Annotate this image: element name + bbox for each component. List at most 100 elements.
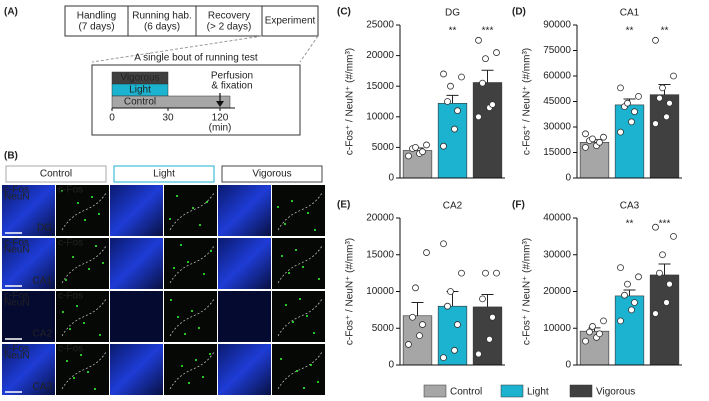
data-point bbox=[652, 120, 659, 127]
y-tick-label: 45000 bbox=[543, 96, 571, 107]
data-point bbox=[659, 251, 666, 259]
cfos-dot bbox=[173, 267, 175, 269]
channel-label: c-Fos bbox=[58, 344, 83, 355]
cfos-dot bbox=[69, 328, 71, 330]
y-tick-label: 15000 bbox=[366, 81, 394, 92]
cfos-image bbox=[164, 291, 217, 342]
data-point bbox=[582, 337, 589, 345]
cfos-dot bbox=[76, 305, 78, 307]
error-bar bbox=[481, 293, 494, 307]
data-point bbox=[451, 346, 458, 354]
significance: ** bbox=[626, 26, 634, 37]
error-bar bbox=[658, 263, 671, 275]
cfos-dot bbox=[285, 304, 287, 306]
y-tick-label: 10000 bbox=[366, 286, 394, 297]
region-label: DG bbox=[37, 223, 52, 234]
timeline-label: Experiment bbox=[265, 16, 316, 27]
data-point bbox=[412, 143, 419, 151]
cfos-dot bbox=[95, 245, 97, 247]
panel-label: (C) bbox=[337, 7, 351, 18]
cfos-dot bbox=[288, 272, 290, 274]
timeline-box bbox=[261, 5, 319, 37]
cfos-dot bbox=[191, 310, 193, 312]
zoom-line bbox=[91, 35, 263, 63]
data-point bbox=[628, 306, 635, 314]
cfos-dot bbox=[176, 195, 178, 197]
cfos-dot bbox=[291, 200, 293, 202]
cfos-image bbox=[272, 238, 325, 289]
cfos-dot bbox=[303, 387, 305, 389]
y-tick-label: 5000 bbox=[372, 323, 395, 334]
merge-image bbox=[2, 291, 55, 342]
panel-label: (A) bbox=[4, 7, 18, 18]
merge-image bbox=[218, 238, 271, 289]
channel-label: c-Fos bbox=[4, 185, 29, 196]
y-tick-label: 90000 bbox=[543, 20, 571, 31]
channel-label: c-Fos bbox=[58, 291, 83, 302]
data-point bbox=[670, 232, 677, 240]
cfos-dot bbox=[210, 250, 212, 252]
timeline-label: (7 days) bbox=[78, 22, 114, 33]
region-label: CA3 bbox=[33, 382, 53, 393]
data-point bbox=[423, 249, 430, 256]
cfos-dot bbox=[307, 212, 309, 214]
cfos-dot bbox=[188, 382, 190, 384]
data-point bbox=[447, 288, 454, 295]
y-tick-label: 10000 bbox=[543, 323, 571, 334]
cfos-image bbox=[56, 291, 109, 342]
data-point bbox=[582, 143, 589, 151]
y-tick-label: 30000 bbox=[543, 122, 571, 133]
region-label: CA1 bbox=[33, 276, 53, 287]
cfos-dot bbox=[202, 376, 204, 378]
cfos-dot bbox=[306, 315, 308, 317]
timeline-label: (6 days) bbox=[144, 22, 180, 33]
cfos-dot bbox=[94, 388, 96, 390]
data-point bbox=[444, 302, 451, 310]
group-label: Vigorous bbox=[120, 73, 159, 84]
cfos-dot bbox=[98, 213, 100, 215]
y-axis-label: c-Fos⁺ / NeuN⁺ (#/mm³) bbox=[345, 48, 356, 155]
data-point bbox=[624, 280, 631, 288]
merge-image bbox=[218, 344, 271, 395]
data-point bbox=[635, 273, 642, 281]
data-point bbox=[670, 72, 677, 80]
cfos-dot bbox=[184, 333, 186, 335]
data-point bbox=[409, 313, 416, 321]
region-outline bbox=[61, 192, 107, 231]
cfos-dot bbox=[314, 229, 316, 231]
timeline-label: Running hab. bbox=[132, 11, 192, 22]
y-tick-label: 15000 bbox=[543, 147, 571, 158]
data-point bbox=[440, 142, 447, 150]
channel-label: NeuN bbox=[4, 192, 30, 203]
cfos-dot bbox=[313, 332, 315, 334]
cfos-image bbox=[164, 344, 217, 395]
chart-title: CA1 bbox=[620, 8, 640, 19]
cfos-dot bbox=[281, 255, 283, 257]
cfos-dot bbox=[84, 219, 86, 221]
panel-label: (F) bbox=[512, 200, 525, 211]
data-point bbox=[475, 36, 482, 44]
data-point bbox=[589, 323, 596, 330]
merge-image bbox=[218, 291, 271, 342]
cfos-dot bbox=[206, 201, 208, 203]
channel-label: c-Fos bbox=[4, 238, 29, 249]
time-tick-label: 30 bbox=[162, 113, 174, 124]
cfos-dot bbox=[292, 321, 294, 323]
event-label: & fixation bbox=[211, 81, 252, 92]
significance: *** bbox=[482, 26, 494, 37]
arrow-head bbox=[216, 101, 224, 107]
error-bar bbox=[481, 69, 494, 83]
cfos-dot bbox=[66, 360, 68, 362]
y-tick-label: 25000 bbox=[366, 20, 394, 31]
cfos-dot bbox=[209, 353, 211, 355]
data-point bbox=[652, 223, 659, 231]
region-outline bbox=[169, 192, 215, 231]
cfos-dot bbox=[180, 244, 182, 246]
region-outline bbox=[277, 298, 323, 337]
y-tick-label: 40000 bbox=[543, 213, 571, 224]
data-point bbox=[596, 138, 603, 146]
merge-image bbox=[2, 238, 55, 289]
region-outline bbox=[169, 298, 215, 337]
y-axis-label: c-Fos⁺ / NeuN⁺ (#/mm³) bbox=[522, 48, 533, 155]
data-point bbox=[419, 148, 426, 156]
